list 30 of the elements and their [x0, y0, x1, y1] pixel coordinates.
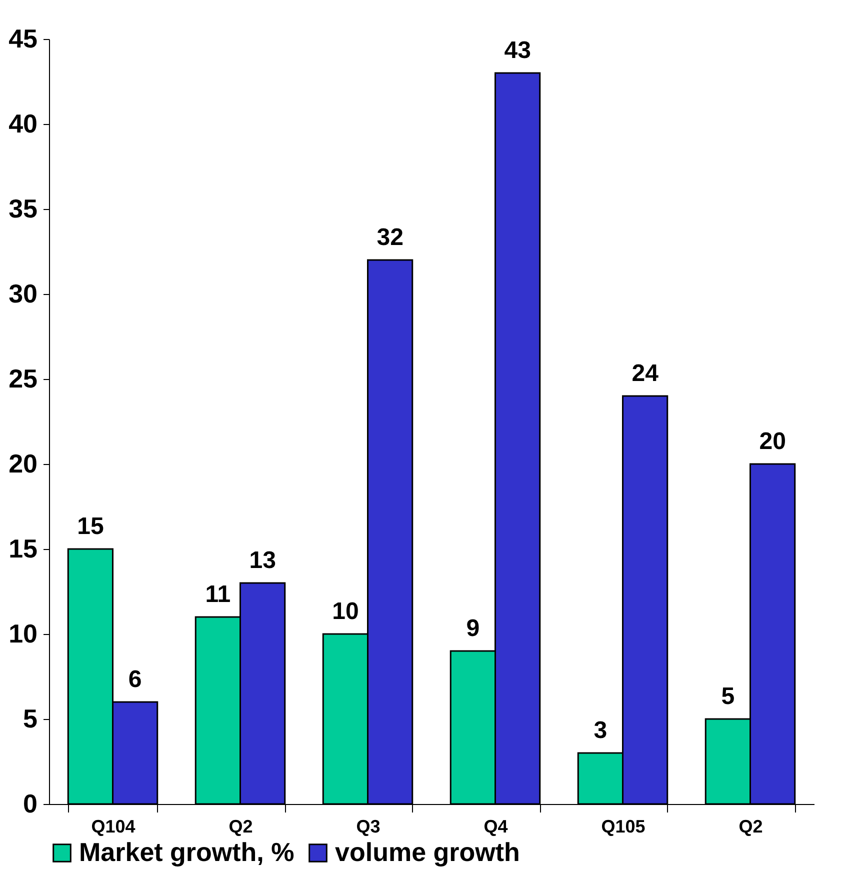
- y-tick-label: 10: [8, 618, 38, 648]
- data-label: 9: [466, 615, 480, 642]
- data-label: 5: [721, 683, 735, 710]
- data-label: 15: [77, 513, 104, 540]
- x-tick-label: Q104: [91, 816, 136, 836]
- x-tick-label: Q2: [738, 816, 763, 836]
- y-tick-label: 25: [8, 364, 38, 394]
- data-label: 13: [249, 547, 276, 574]
- x-tick-label: Q3: [356, 816, 380, 836]
- y-tick-label: 35: [8, 194, 38, 224]
- y-tick-label: 0: [23, 788, 38, 818]
- x-tick-label: Q2: [228, 816, 253, 836]
- data-label: 20: [759, 428, 786, 455]
- legend-label: Market growth, %: [79, 837, 294, 867]
- data-label: 24: [632, 360, 660, 387]
- data-label: 10: [332, 598, 359, 625]
- y-tick-label: 20: [8, 448, 38, 478]
- x-tick-label: Q105: [601, 816, 646, 836]
- data-label: 43: [504, 37, 531, 64]
- y-tick-label: 45: [8, 24, 38, 54]
- y-tick-label: 40: [8, 108, 38, 138]
- data-label: 32: [376, 224, 404, 251]
- data-label: 6: [128, 666, 142, 693]
- y-tick-label: 15: [8, 534, 38, 564]
- x-tick-label: Q4: [484, 816, 508, 836]
- data-label: 11: [205, 581, 231, 608]
- y-tick-label: 5: [23, 704, 38, 734]
- data-label: 3: [594, 717, 608, 744]
- legend-label: volume growth: [335, 837, 520, 867]
- y-tick-label: 30: [8, 278, 38, 308]
